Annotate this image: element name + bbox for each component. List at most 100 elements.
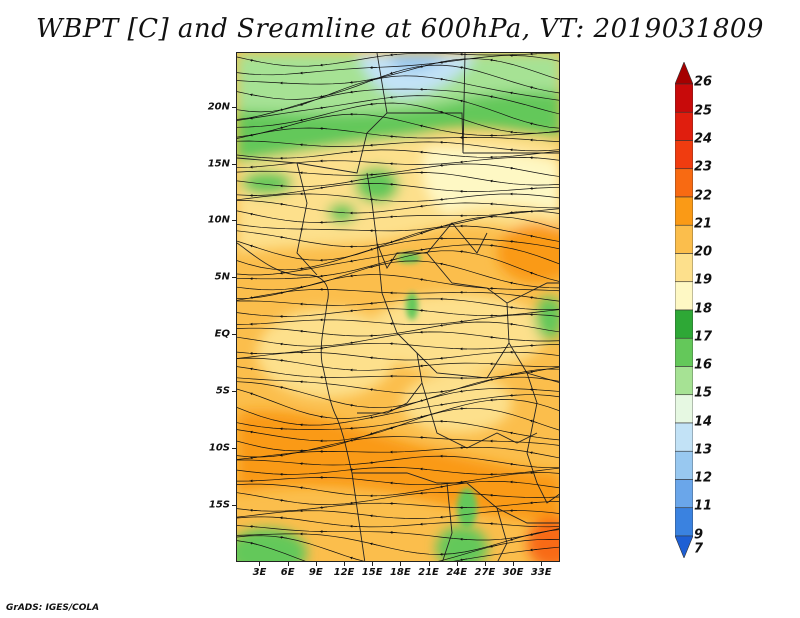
- streamline-arrow: [279, 125, 288, 129]
- streamline-arrow: [369, 78, 378, 82]
- streamline-arrow: [319, 186, 328, 190]
- colorbar-cell: [675, 450, 693, 480]
- streamline-arrow: [509, 537, 518, 541]
- streamline: [237, 200, 559, 214]
- colorbar-cell: [675, 535, 693, 558]
- lon-tick: [287, 562, 289, 566]
- lat-tick: [232, 334, 236, 336]
- streamline-arrow: [319, 415, 328, 419]
- streamline-arrow: [509, 240, 518, 243]
- lon-tick: [372, 562, 374, 566]
- colorbar-label: 19: [694, 272, 713, 288]
- streamline-arrow: [419, 204, 428, 208]
- lon-tick: [428, 562, 430, 566]
- streamline: [237, 210, 559, 232]
- streamline-arrow: [279, 235, 288, 239]
- streamline-arrow: [299, 118, 308, 122]
- streamline: [237, 467, 559, 475]
- wbpt-blue-core: [387, 53, 447, 72]
- streamline-arrow: [299, 71, 308, 75]
- lon-tick: [344, 562, 345, 566]
- colorbar-label: 11: [694, 498, 713, 514]
- streamline: [237, 420, 559, 452]
- streamline: [237, 193, 559, 202]
- lat-tick: [232, 277, 236, 279]
- streamline: [237, 342, 559, 355]
- colorbar-label: 17: [694, 329, 713, 345]
- streamline-arrow: [389, 481, 398, 485]
- lon-tick: [259, 562, 261, 566]
- streamline: [237, 55, 559, 76]
- colorbar-cell: [675, 62, 693, 85]
- lat-tick: [232, 106, 236, 108]
- streamline-arrow: [249, 541, 258, 545]
- streamline: [237, 321, 559, 337]
- colorbar-label: 14: [694, 414, 713, 430]
- wbpt-green-patch-south: [328, 203, 356, 223]
- colorbar-cell: [675, 196, 693, 226]
- streamline: [237, 216, 559, 248]
- streamline: [237, 399, 559, 430]
- grads-credit: GrADS: IGES/COLA: [6, 603, 100, 613]
- lat-label: EQ: [214, 328, 230, 340]
- colorbar-label: 25: [694, 103, 713, 119]
- streamline-arrow: [489, 493, 498, 497]
- streamline-arrow: [459, 320, 468, 323]
- streamline-arrow: [489, 335, 498, 339]
- streamline-arrow: [299, 143, 308, 147]
- streamline: [237, 529, 559, 555]
- wbpt-yellow-southcentral: [402, 373, 512, 433]
- streamline-arrow: [419, 150, 428, 154]
- wbpt-orange-south: [237, 411, 559, 523]
- streamline-arrow: [529, 419, 538, 424]
- colorbar-cell: [675, 224, 693, 254]
- streamline-arrow: [349, 404, 358, 407]
- streamline: [237, 491, 559, 505]
- border-botswana: [442, 482, 453, 561]
- streamline-arrow: [529, 86, 538, 90]
- colorbar-cell: [675, 140, 693, 170]
- lat-label: 5N: [214, 271, 230, 283]
- streamline: [237, 274, 559, 299]
- streamlines: [237, 53, 559, 561]
- lat-label: 20N: [207, 101, 230, 113]
- streamline-arrow: [299, 102, 308, 106]
- colorbar-label: 21: [694, 216, 713, 232]
- lon-tick: [484, 562, 486, 566]
- wbpt-blue-north: [357, 53, 477, 98]
- streamline: [237, 88, 559, 120]
- streamline-arrow: [529, 122, 538, 126]
- streamline: [237, 95, 559, 129]
- streamline-arrow: [509, 211, 518, 214]
- streamline: [237, 53, 559, 67]
- streamline: [237, 208, 559, 223]
- lon-tick: [456, 562, 458, 566]
- streamline: [237, 127, 559, 142]
- lon-label: 18E: [389, 567, 411, 578]
- streamline: [237, 351, 559, 361]
- lon-label: 3E: [252, 567, 267, 578]
- streamline: [237, 516, 559, 528]
- colorbar-cell: [675, 507, 693, 537]
- streamline-arrow: [439, 77, 448, 81]
- streamline-arrow: [279, 342, 288, 346]
- streamline-arrow: [369, 301, 378, 305]
- streamline: [237, 75, 559, 113]
- streamline-arrow: [369, 542, 378, 546]
- border-sahel: [366, 172, 488, 269]
- streamline-arrow: [319, 106, 328, 110]
- streamline: [237, 260, 559, 291]
- chart-title: WBPT [C] and Sreamline at 600hPa, VT: 20…: [36, 14, 764, 44]
- streamline: [237, 64, 559, 100]
- streamline: [237, 163, 559, 177]
- streamline: [237, 472, 559, 486]
- lon-tick: [400, 562, 402, 566]
- streamline-arrow: [279, 453, 288, 457]
- colorbar-label: 15: [694, 385, 713, 401]
- streamline: [237, 510, 559, 519]
- streamline: [237, 140, 559, 152]
- colorbar-cell: [675, 111, 693, 141]
- lon-label: 21E: [418, 567, 439, 578]
- streamline-arrow: [349, 80, 358, 84]
- colorbar-cell: [675, 168, 693, 198]
